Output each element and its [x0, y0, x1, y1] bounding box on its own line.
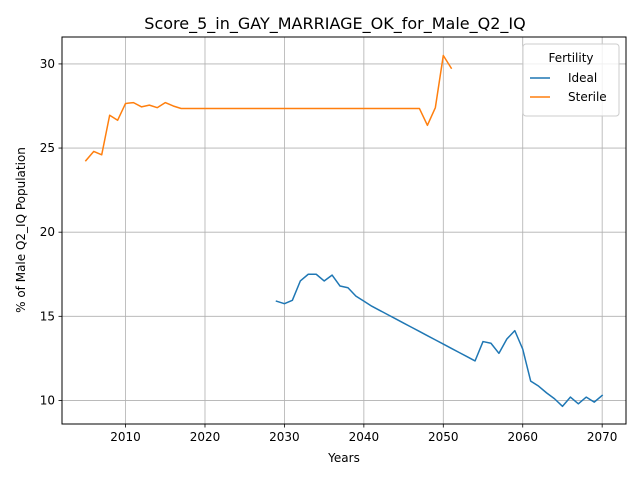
- x-tick-label: 2050: [428, 430, 459, 444]
- x-axis-ticks: 2010 2020 2030 2040 2050 2060 2070: [110, 424, 617, 444]
- y-axis-ticks: 10 15 20 25 30: [40, 57, 62, 407]
- plot-area-frame: [61, 36, 627, 425]
- x-tick-label: 2070: [587, 430, 618, 444]
- y-tick-label: 20: [40, 225, 55, 239]
- legend-items: Ideal Sterile: [530, 71, 607, 104]
- series-layer: [84, 54, 604, 408]
- y-tick-label: 10: [40, 393, 55, 407]
- legend-title: Fertility: [548, 51, 593, 65]
- y-tick-label: 15: [40, 309, 55, 323]
- legend-box: [522, 43, 620, 117]
- y-axis-label: % of Male Q2_IQ Population: [14, 147, 28, 313]
- legend: Fertility Ideal Sterile: [522, 43, 620, 117]
- x-tick-label: 2020: [190, 430, 221, 444]
- x-tick-label: 2030: [269, 430, 300, 444]
- legend-label-ideal: Ideal: [568, 71, 597, 85]
- y-tick-label: 30: [40, 57, 55, 71]
- x-tick-label: 2060: [507, 430, 538, 444]
- legend-label-sterile: Sterile: [568, 90, 607, 104]
- series-line-sterile: [84, 54, 453, 162]
- x-tick-label: 2040: [349, 430, 380, 444]
- series-line-ideal: [275, 273, 604, 408]
- chart-title: Score_5_in_GAY_MARRIAGE_OK_for_Male_Q2_I…: [144, 14, 525, 34]
- x-axis-label: Years: [327, 451, 360, 465]
- x-tick-label: 2010: [110, 430, 141, 444]
- y-tick-label: 25: [40, 141, 55, 155]
